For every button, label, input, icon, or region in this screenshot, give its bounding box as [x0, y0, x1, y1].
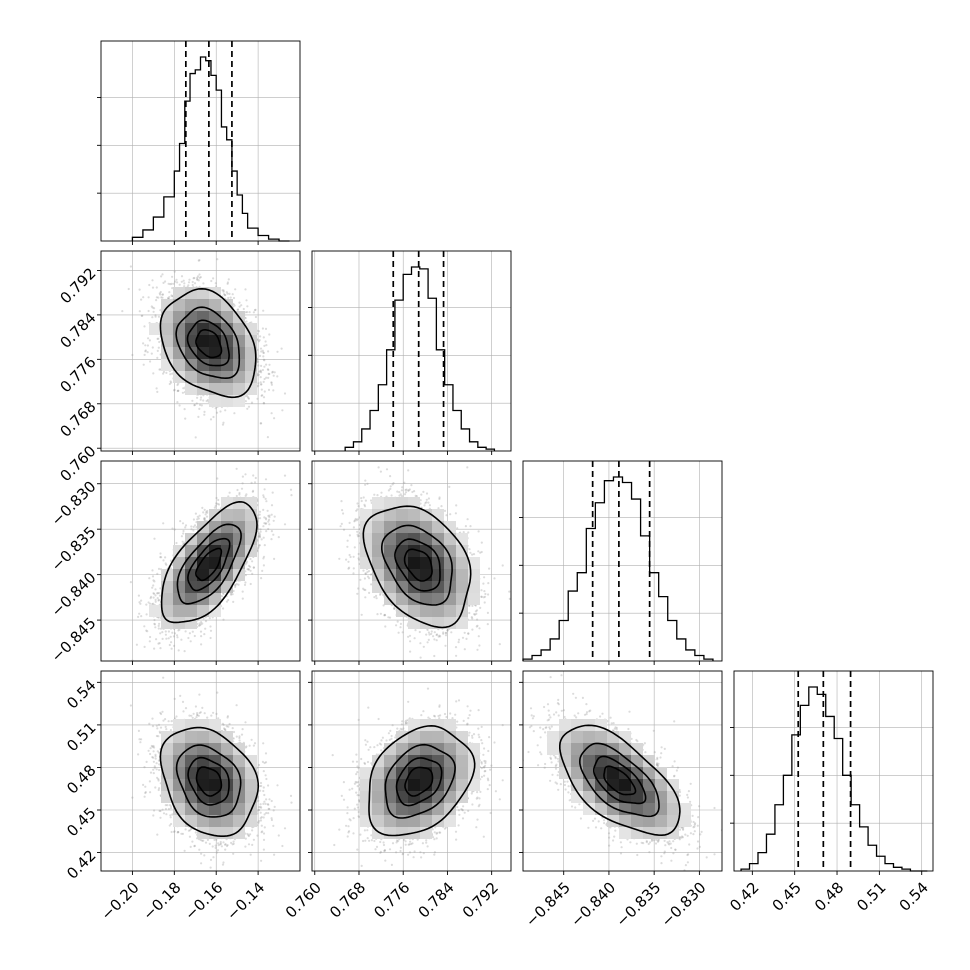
panel-frame — [522, 670, 723, 872]
density-shading — [161, 719, 257, 839]
x-tick-label: 0.54 — [896, 879, 932, 915]
panel-frame — [100, 250, 301, 452]
contour-line — [175, 306, 241, 380]
x-tick-label: 0.776 — [370, 879, 413, 922]
x-tick-label: −0.840 — [567, 879, 619, 931]
hist-panel-1 — [308, 250, 512, 455]
x-tick-label: −0.20 — [97, 879, 142, 924]
scatter-panel-2-0 — [97, 460, 301, 665]
contour-line — [176, 523, 242, 605]
hist-step-3 — [740, 686, 928, 872]
contour-line — [403, 548, 433, 582]
contour-line — [362, 505, 472, 629]
x-tick-label: 0.784 — [415, 879, 458, 922]
y-tick-label: 0.784 — [56, 309, 99, 352]
hist-panel-2 — [519, 460, 723, 665]
x-tick-label: −0.830 — [658, 879, 710, 931]
contour-line — [384, 743, 456, 819]
contour-line — [404, 766, 434, 797]
y-tick-label: 0.54 — [63, 676, 99, 712]
y-tick-label: −0.835 — [48, 523, 100, 575]
hist-panel-3 — [730, 670, 934, 875]
panel-frame — [100, 40, 301, 242]
y-tick-label: 0.51 — [63, 719, 99, 755]
hist-step-1 — [344, 266, 496, 451]
contour-line — [159, 726, 259, 837]
x-tick-label: 0.42 — [726, 879, 762, 915]
contour-line — [159, 287, 257, 399]
contour-line — [394, 538, 441, 592]
y-tick-label: −0.840 — [48, 568, 100, 620]
hist-step-2 — [522, 476, 714, 661]
contour-line — [593, 755, 647, 805]
x-tick-label: 0.45 — [769, 879, 805, 915]
contour-line — [160, 500, 258, 624]
y-tick-label: −0.845 — [48, 614, 100, 666]
panel-frame — [311, 670, 512, 872]
panel-frame — [522, 460, 723, 662]
x-tick-label: 0.51 — [853, 879, 889, 915]
contour-line — [578, 742, 660, 818]
density-shading — [149, 497, 257, 629]
x-tick-label: 0.768 — [326, 879, 369, 922]
y-tick-label: 0.776 — [56, 353, 99, 396]
contour-line — [381, 524, 453, 606]
hist-panel-0 — [97, 40, 301, 245]
contour-line — [195, 329, 223, 359]
x-tick-label: −0.18 — [139, 879, 184, 924]
panel-frame — [100, 460, 301, 662]
contour-line — [559, 724, 681, 837]
panel-frame — [311, 250, 512, 452]
scatter-panel-3-0 — [97, 670, 301, 875]
contour-line — [368, 724, 476, 837]
x-tick-label: −0.16 — [181, 879, 226, 924]
scatter-panel-2-1 — [308, 460, 512, 665]
density-shading — [360, 719, 480, 839]
contour-line — [195, 547, 223, 582]
contour-line — [187, 756, 230, 806]
contour-line — [175, 744, 242, 818]
y-tick-label: −0.830 — [48, 478, 100, 530]
scatter-panel-3-2 — [519, 670, 723, 875]
x-tick-label: −0.835 — [612, 879, 664, 931]
scatter-panel-1-0 — [97, 250, 301, 455]
x-tick-label: 0.48 — [811, 879, 847, 915]
contour-line — [395, 757, 443, 807]
x-tick-label: −0.14 — [223, 879, 268, 924]
x-tick-label: 0.760 — [282, 879, 325, 922]
y-tick-label: 0.760 — [56, 442, 99, 485]
contour-line — [195, 766, 223, 797]
density-shading — [360, 497, 480, 629]
y-tick-label: 0.42 — [63, 846, 99, 882]
panel-frame — [100, 670, 301, 872]
y-tick-label: 0.792 — [56, 264, 99, 307]
x-tick-label: −0.845 — [522, 879, 574, 931]
scatter-panel-3-1 — [308, 670, 512, 875]
y-tick-label: 0.48 — [63, 761, 99, 797]
hist-step-0 — [131, 56, 290, 242]
panel-frame — [311, 460, 512, 662]
contour-line — [603, 765, 637, 796]
contour-line — [187, 537, 231, 592]
y-tick-label: 0.768 — [56, 398, 99, 441]
x-tick-label: 0.792 — [459, 879, 502, 922]
contour-line — [186, 319, 230, 367]
panel-frame — [733, 670, 934, 872]
y-tick-label: 0.45 — [63, 804, 99, 840]
